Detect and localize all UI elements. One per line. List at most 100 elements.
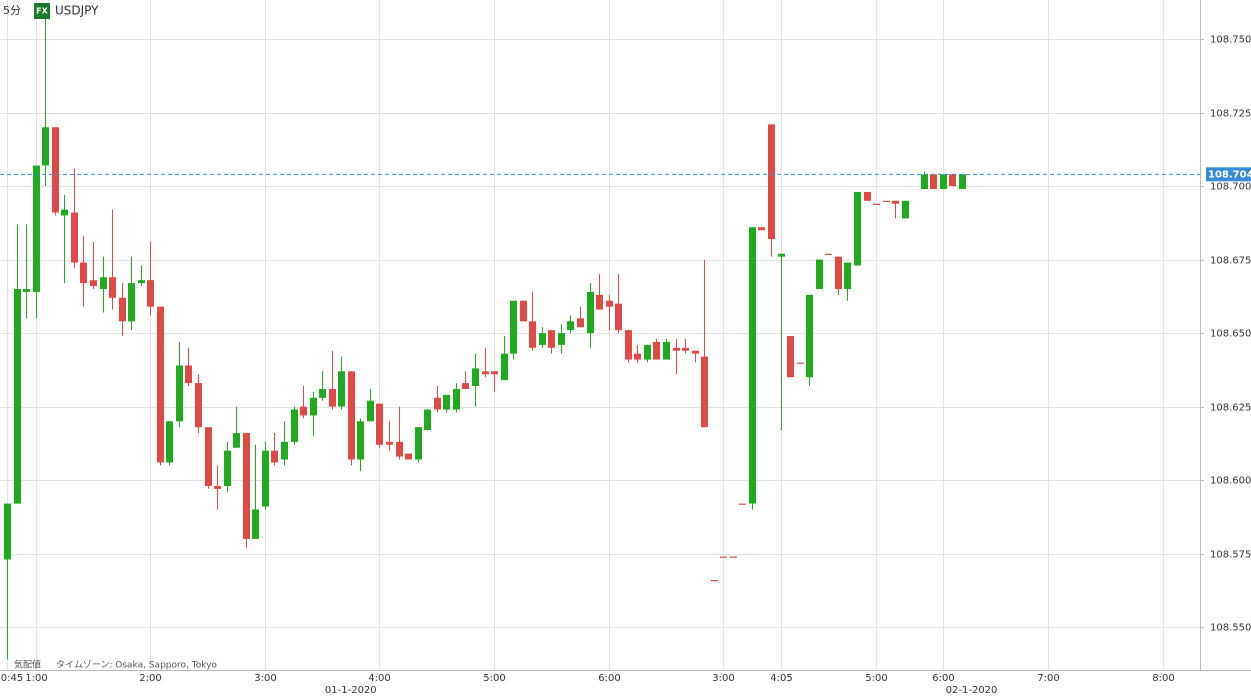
candle-body [673, 347, 680, 351]
candle-body [185, 365, 192, 384]
candle-body [4, 503, 11, 560]
candle-body [80, 262, 87, 284]
y-tick-label: 108.550 [1210, 623, 1251, 634]
candle-body [462, 383, 469, 389]
y-tick-label: 108.625 [1210, 403, 1251, 414]
candle-body [548, 330, 555, 348]
candle-body [195, 383, 202, 428]
x-tick-label: 2:00 [139, 673, 161, 684]
candle-body [778, 253, 785, 257]
candle-body [959, 174, 966, 190]
candle-body [873, 203, 880, 205]
candle-body [510, 300, 517, 354]
candle-body [100, 277, 107, 289]
x-tick-label: 0:45 [1, 673, 23, 684]
y-tick-label: 108.600 [1210, 476, 1251, 487]
candle-body [577, 318, 584, 328]
candle-body [663, 341, 670, 360]
candle-body [367, 400, 374, 422]
candle-body [90, 280, 97, 287]
x-tick-label: 6:00 [932, 673, 954, 684]
candle-body [682, 347, 689, 351]
y-tick-label: 108.725 [1210, 109, 1251, 120]
x-tick-label: 6:00 [598, 673, 620, 684]
y-tick-label: 108.700 [1210, 182, 1251, 193]
candle-body [128, 283, 135, 322]
candle-body [529, 321, 536, 348]
candle-body [443, 394, 450, 410]
candle-body [701, 356, 708, 428]
candle-body [166, 421, 173, 463]
axes: 108.550 108.575 108.600 108.625 108.650 108.6… [1, 35, 1251, 696]
candle-body [376, 403, 383, 445]
y-tick-label: 108.650 [1210, 329, 1251, 340]
candle-body [205, 427, 212, 486]
candle-body [33, 165, 40, 292]
date-label: 01-1-2020 [325, 685, 377, 696]
candle-body [396, 441, 403, 457]
x-tick-label: 5:00 [865, 673, 887, 684]
candle-body [71, 212, 78, 263]
fx-badge [34, 3, 50, 19]
candle-body [520, 300, 527, 322]
candle-body [482, 371, 489, 375]
candle-body [864, 191, 871, 201]
candle-body [338, 371, 345, 407]
candle-body [711, 580, 718, 582]
candle-body [405, 453, 412, 460]
x-tick-label: 5:00 [483, 673, 505, 684]
candle-body [558, 333, 565, 345]
date-label: 02-1-2020 [946, 685, 998, 696]
candle-body [233, 433, 240, 448]
candle-body [434, 397, 441, 410]
candle-body [157, 306, 164, 463]
candle-body [252, 509, 259, 539]
candle-body [147, 280, 154, 307]
x-tick-label: 3:00 [254, 673, 276, 684]
candle-body [940, 174, 947, 190]
candle-body [472, 368, 479, 387]
candle-body [749, 227, 756, 504]
candle-body [271, 450, 278, 463]
candles [0, 9, 1200, 660]
candle-body [415, 427, 422, 460]
timezone: タイムゾーン: Osaka, Sapporo, Tokyo [56, 660, 217, 671]
candle-body [119, 297, 126, 322]
candle-body [214, 485, 221, 489]
candle-body [501, 353, 508, 381]
candle-body [720, 556, 727, 558]
candle-body [243, 433, 250, 539]
candle-body [768, 124, 775, 240]
candle-body [14, 288, 21, 504]
candle-body [739, 503, 746, 505]
candle-body [835, 256, 842, 289]
candle-body [825, 253, 832, 255]
candle-body [806, 294, 813, 378]
candle-body [930, 174, 937, 190]
quote-type: 気配値 [14, 659, 41, 671]
y-tick-label: 108.750 [1210, 35, 1251, 46]
candle-body [902, 200, 909, 219]
candle-body [653, 341, 660, 360]
candle-body [787, 336, 794, 378]
x-tick-label: 1:00 [25, 673, 47, 684]
candle-body [892, 200, 899, 204]
candle-body [625, 330, 632, 360]
grid [0, 0, 1200, 670]
candle-body [42, 127, 49, 166]
x-tick-label: 7:00 [1037, 673, 1059, 684]
candle-body [615, 303, 622, 331]
candle-body [319, 388, 326, 398]
candle-body [23, 288, 30, 292]
candle-body [587, 291, 594, 334]
x-tick-label: 3:00 [712, 673, 734, 684]
symbol: USDJPY [55, 4, 99, 18]
candle-body [357, 421, 364, 460]
candle-body [567, 321, 574, 331]
candle-body [539, 333, 546, 345]
candle-body [424, 409, 431, 431]
candle-body [176, 365, 183, 422]
x-tick-label: 4:00 [368, 673, 390, 684]
candle-body [596, 294, 603, 310]
